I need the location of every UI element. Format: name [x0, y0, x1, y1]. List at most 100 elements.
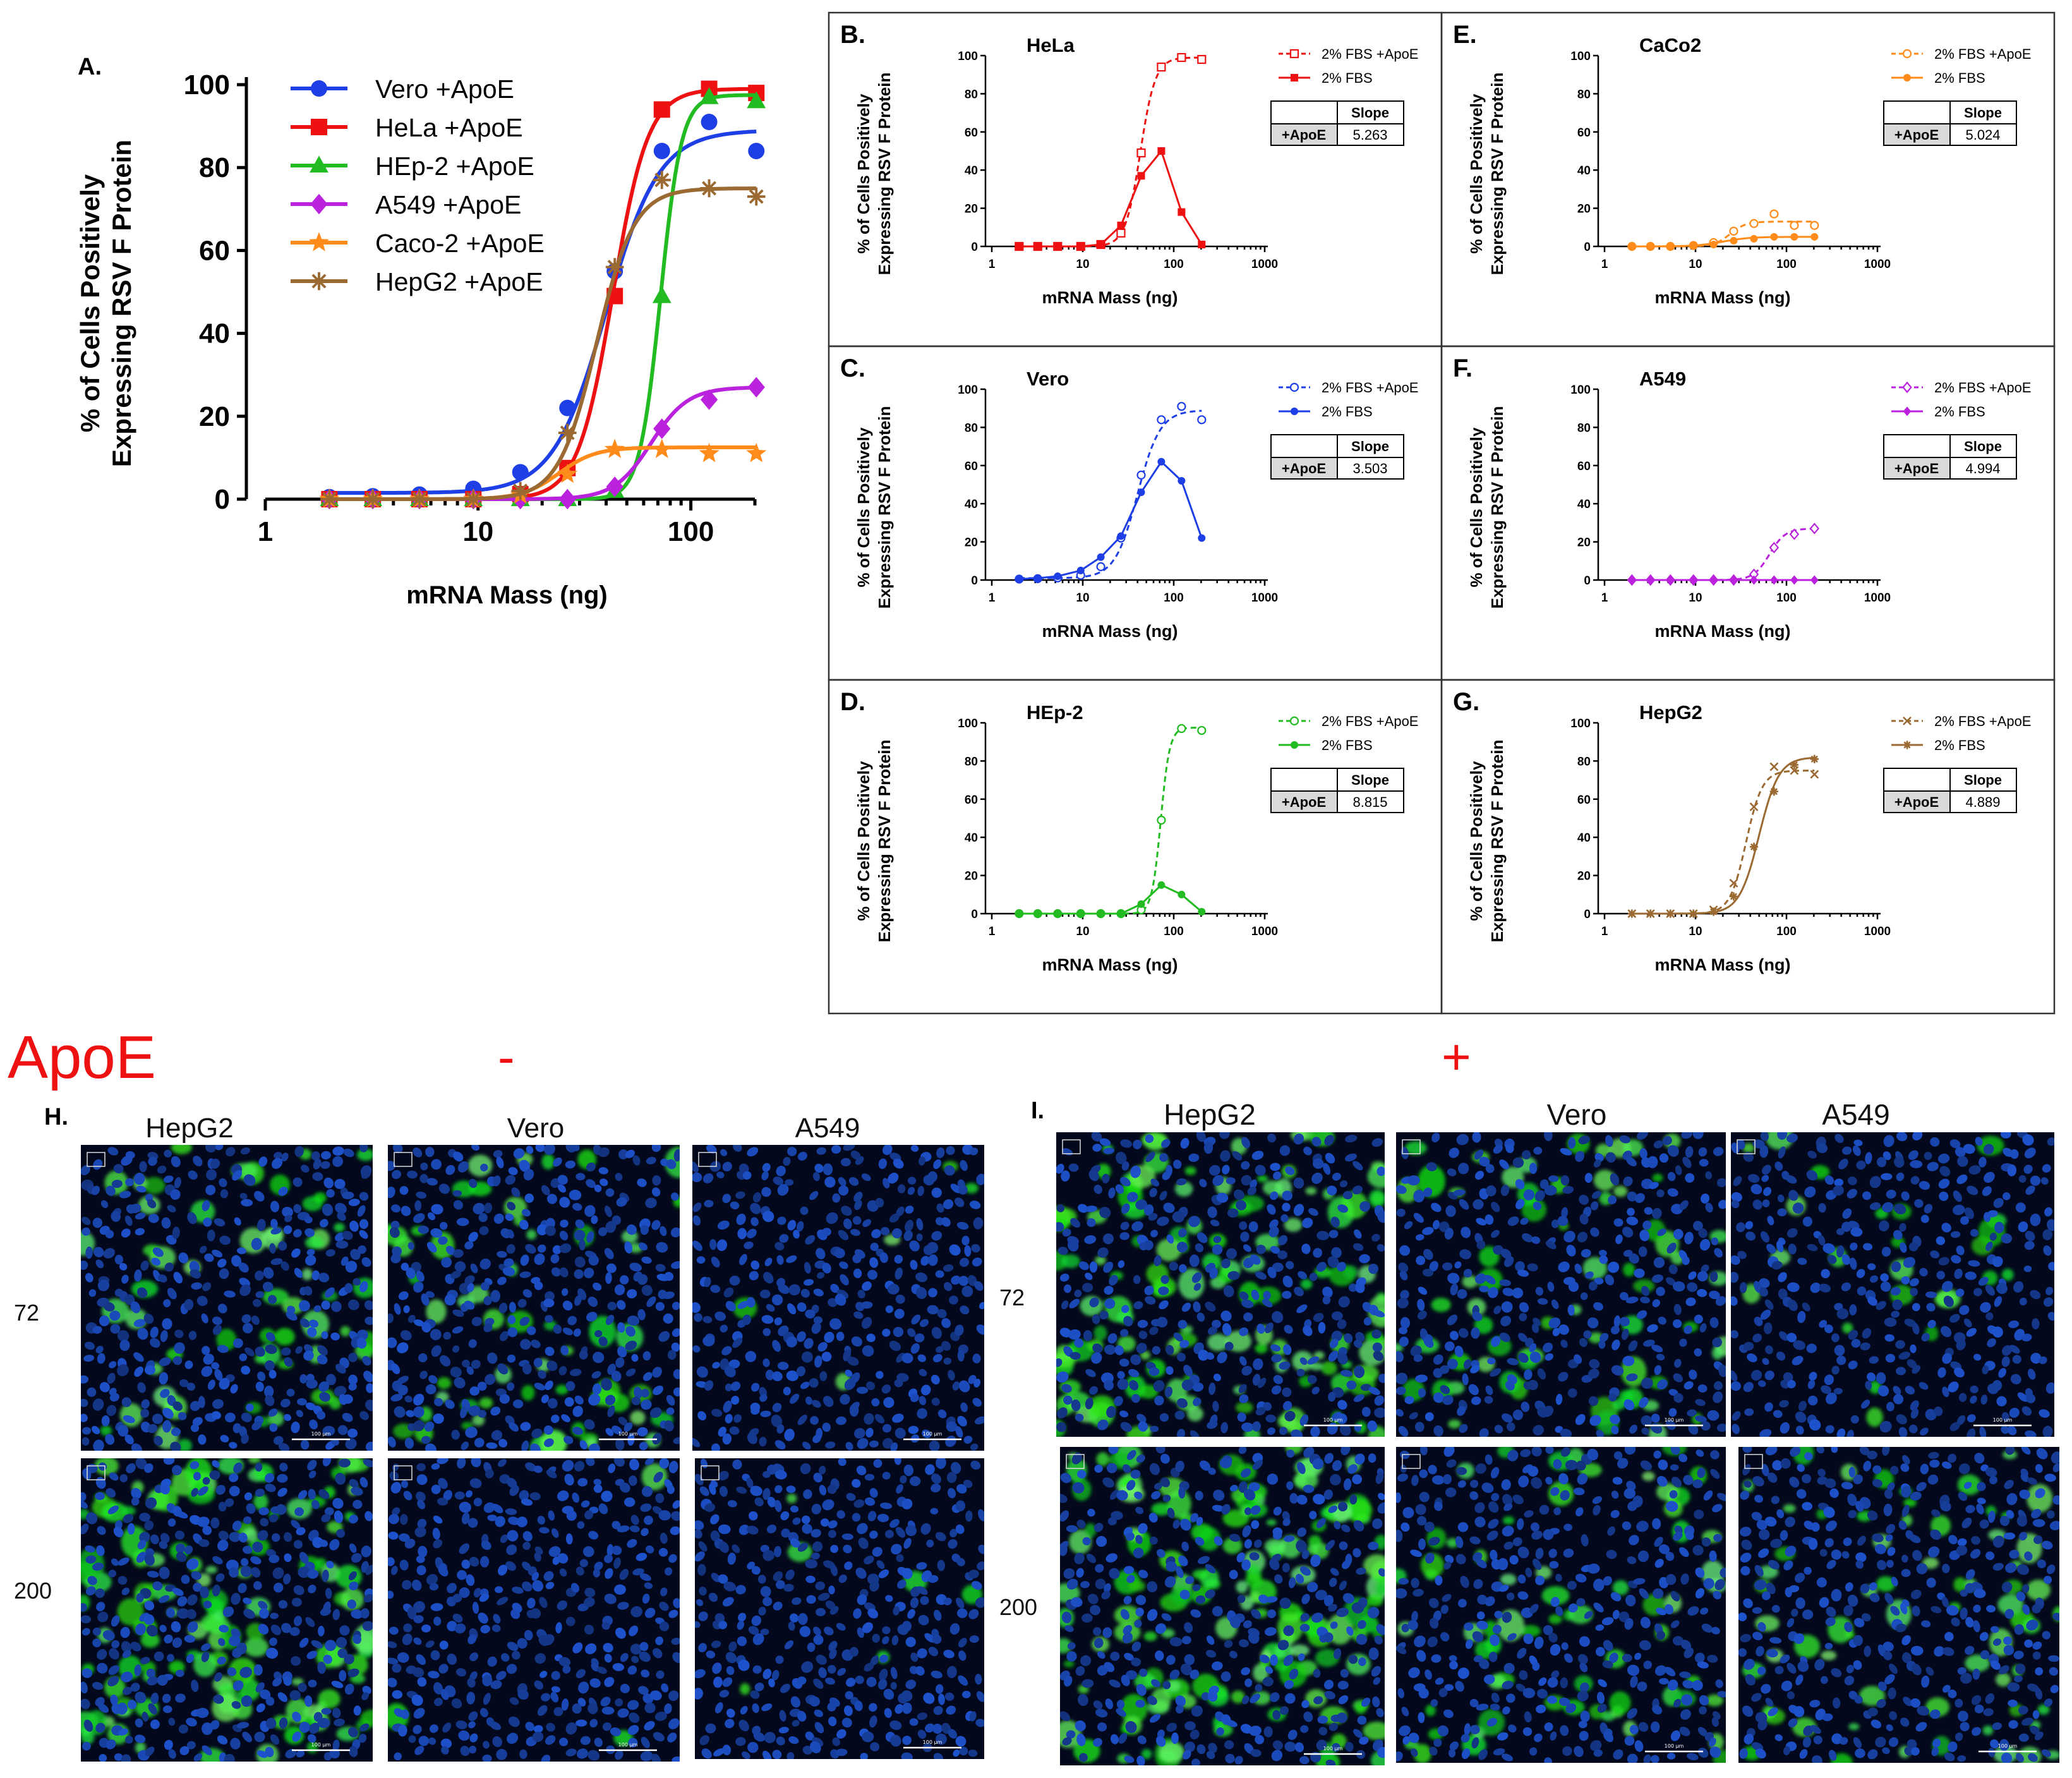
nucleus	[760, 1628, 769, 1635]
nucleus	[598, 1503, 608, 1515]
nucleus	[659, 1602, 669, 1611]
nucleus	[850, 1150, 861, 1160]
nucleus	[641, 1669, 650, 1678]
data-point	[1178, 890, 1186, 898]
green-cell	[1315, 1648, 1339, 1667]
nucleus	[605, 1221, 617, 1233]
nucleus	[737, 1621, 745, 1630]
nucleus	[948, 1729, 958, 1739]
nucleus	[629, 1475, 637, 1486]
nucleus	[105, 1739, 116, 1750]
data-point	[701, 114, 718, 131]
nucleus	[1819, 1320, 1828, 1328]
nucleus	[260, 1689, 271, 1700]
scale-bar-label: 100 µm	[1665, 1417, 1684, 1423]
nucleus	[1759, 1278, 1770, 1288]
nucleus	[630, 1515, 639, 1525]
nucleus	[2003, 1192, 2011, 1200]
nucleus	[821, 1352, 832, 1362]
nucleus	[562, 1327, 574, 1336]
legend-label: 2% FBS	[1322, 737, 1373, 753]
nucleus	[212, 1460, 220, 1468]
nucleus	[1374, 1407, 1385, 1418]
nucleus	[452, 1249, 464, 1258]
nucleus	[121, 1587, 130, 1595]
data-point	[1178, 476, 1186, 485]
nucleus	[1918, 1181, 1930, 1190]
nucleus	[586, 1231, 594, 1243]
green-cell	[1255, 1343, 1268, 1353]
nucleus	[572, 1703, 582, 1714]
nucleus	[891, 1544, 902, 1555]
nucleus	[239, 1666, 252, 1678]
y-tick-label: 60	[199, 235, 230, 266]
nucleus	[810, 1741, 821, 1753]
nucleus	[553, 1707, 563, 1717]
nucleus	[416, 1654, 426, 1666]
nucleus	[1176, 1429, 1186, 1437]
nucleus	[936, 1458, 946, 1469]
nucleus	[2024, 1147, 2036, 1159]
nucleus	[83, 1355, 95, 1362]
nucleus	[673, 1149, 680, 1162]
nucleus	[907, 1328, 916, 1337]
nucleus	[1328, 1505, 1338, 1513]
nucleus	[321, 1331, 328, 1340]
nucleus	[281, 1152, 289, 1161]
slope-table-row-label: +ApoE	[1894, 461, 1939, 476]
nucleus	[421, 1322, 431, 1333]
nucleus	[517, 1638, 527, 1649]
legend-marker	[311, 80, 327, 97]
nucleus	[1278, 1235, 1288, 1245]
nucleus	[548, 1510, 555, 1521]
nucleus	[565, 1616, 575, 1626]
green-cell	[315, 1557, 327, 1569]
nucleus	[530, 1443, 541, 1451]
nucleus	[866, 1333, 876, 1343]
nucleus	[591, 1371, 601, 1379]
nucleus	[607, 1302, 617, 1310]
nucleus	[280, 1398, 291, 1408]
nucleus	[546, 1722, 555, 1732]
nucleus	[787, 1146, 797, 1156]
nucleus	[519, 1219, 529, 1230]
green-cell	[1151, 1503, 1172, 1516]
nucleus	[1122, 1464, 1131, 1473]
nucleus	[172, 1587, 184, 1596]
nucleus	[239, 1192, 248, 1200]
green-cell	[1207, 1333, 1229, 1352]
data-point	[320, 490, 339, 509]
green-cell	[1129, 1580, 1146, 1592]
nucleus	[1422, 1226, 1434, 1235]
nucleus	[92, 1638, 101, 1648]
green-cell	[119, 1403, 143, 1427]
nucleus	[299, 1722, 310, 1733]
nucleus	[557, 1600, 568, 1611]
nucleus	[646, 1545, 654, 1554]
nucleus	[1368, 1387, 1380, 1395]
nucleus	[498, 1459, 507, 1467]
data-point	[511, 481, 530, 500]
green-cell	[1263, 1180, 1283, 1196]
nucleus	[577, 1698, 586, 1707]
y-tick-label: 100	[958, 50, 978, 63]
nucleus	[905, 1219, 914, 1232]
nucleus	[506, 1477, 517, 1488]
nucleus	[505, 1508, 517, 1515]
nucleus	[630, 1606, 642, 1618]
nucleus	[1949, 1314, 1960, 1323]
nucleus	[780, 1683, 790, 1693]
nucleus	[838, 1185, 849, 1196]
nucleus	[1135, 1506, 1144, 1515]
nucleus	[1693, 1221, 1703, 1231]
nucleus	[1396, 1409, 1404, 1417]
nucleus	[749, 1511, 758, 1521]
nucleus	[858, 1537, 869, 1549]
panel-title: A549	[1639, 368, 1686, 390]
nucleus	[109, 1472, 119, 1481]
nucleus	[1950, 1231, 1961, 1238]
nucleus	[571, 1145, 580, 1152]
nucleus	[1867, 1296, 1877, 1306]
